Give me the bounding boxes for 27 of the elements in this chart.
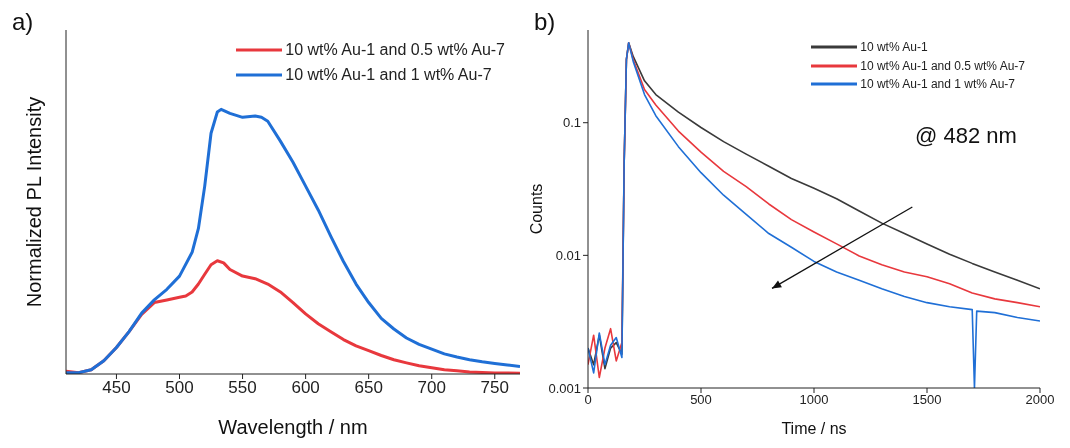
- x-tick-label: 1500: [912, 392, 942, 408]
- x-tick-label: 650: [354, 378, 383, 398]
- legend-label: 10 wt% Au-1 and 0.5 wt% Au-7: [285, 40, 505, 60]
- y-tick-label: 0.1: [562, 115, 581, 131]
- x-tick-label: 700: [417, 378, 446, 398]
- y-tick-label: 0.001: [548, 380, 581, 396]
- y-axis-title: Counts: [527, 183, 545, 235]
- legend-label: 10 wt% Au-1 and 1 wt% Au-7: [860, 76, 1015, 94]
- y-tick-label: 0.01: [555, 247, 581, 263]
- x-tick-label: 600: [291, 378, 320, 398]
- x-tick-label: 500: [690, 392, 712, 408]
- x-tick-label: 1000: [799, 392, 829, 408]
- text: b): [534, 8, 556, 36]
- x-tick-label: 2000: [1025, 392, 1055, 408]
- legend-label: 10 wt% Au-1 and 1 wt% Au-7: [285, 64, 492, 85]
- x-tick-label: 500: [165, 378, 194, 398]
- x-axis-title: Time / ns: [781, 420, 847, 437]
- text: a): [12, 8, 34, 36]
- x-tick-label: 0: [584, 392, 592, 408]
- legend-label: 10 wt% Au-1 and 0.5 wt% Au-7: [860, 57, 1025, 75]
- x-axis-title: Wavelength / nm: [218, 416, 368, 438]
- x-tick-label: 450: [102, 378, 131, 398]
- y-axis-title: Normalized PL Intensity: [23, 96, 46, 308]
- legend-label: 10 wt% Au-1: [860, 39, 928, 56]
- annotation: @ 482 nm: [915, 123, 1017, 149]
- x-tick-label: 550: [228, 378, 257, 398]
- x-tick-label: 750: [480, 378, 509, 398]
